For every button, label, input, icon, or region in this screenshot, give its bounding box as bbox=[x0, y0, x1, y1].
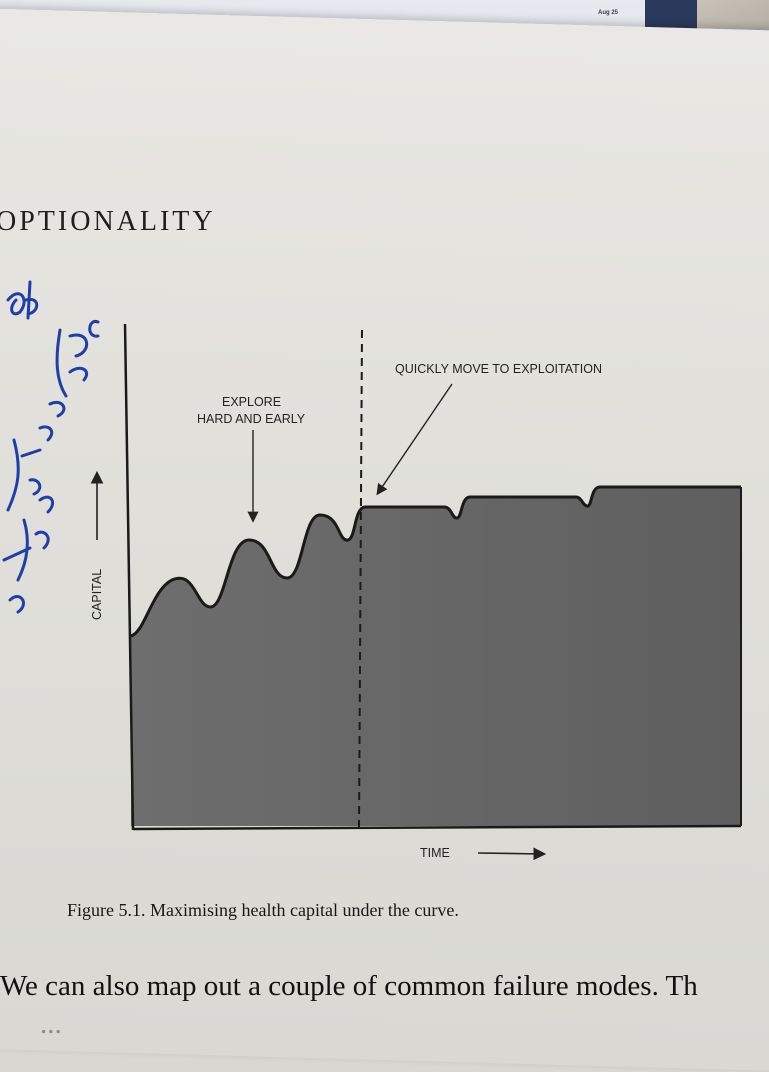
explore-annotation-line-1: EXPLORE bbox=[222, 395, 281, 409]
mail-date: Aug 25 bbox=[598, 10, 619, 16]
chapter-heading: OPTIONALITY bbox=[0, 206, 216, 237]
body-text-line-2: ... bbox=[40, 1008, 62, 1040]
capital-area bbox=[131, 487, 741, 826]
handwritten-notes bbox=[2, 280, 100, 614]
health-capital-figure: CAPITAL TIME EXPLORE HARD AND EARLY QUIC… bbox=[2, 280, 742, 861]
body-text-line: We can also map out a couple of common f… bbox=[0, 970, 698, 1002]
y-axis-label: CAPITAL bbox=[90, 569, 104, 620]
x-axis-arrow-icon bbox=[477, 847, 547, 861]
capital-curve bbox=[130, 485, 741, 638]
explore-annotation-line-2: HARD AND EARLY bbox=[197, 412, 306, 426]
x-axis bbox=[132, 824, 742, 831]
y-axis bbox=[123, 323, 135, 831]
exploit-arrow-icon bbox=[376, 383, 453, 496]
x-axis-label: TIME bbox=[420, 846, 450, 860]
figure-caption: Figure 5.1. Maximising health capital un… bbox=[67, 900, 459, 920]
exploit-annotation: QUICKLY MOVE TO EXPLOITATION bbox=[395, 362, 602, 376]
